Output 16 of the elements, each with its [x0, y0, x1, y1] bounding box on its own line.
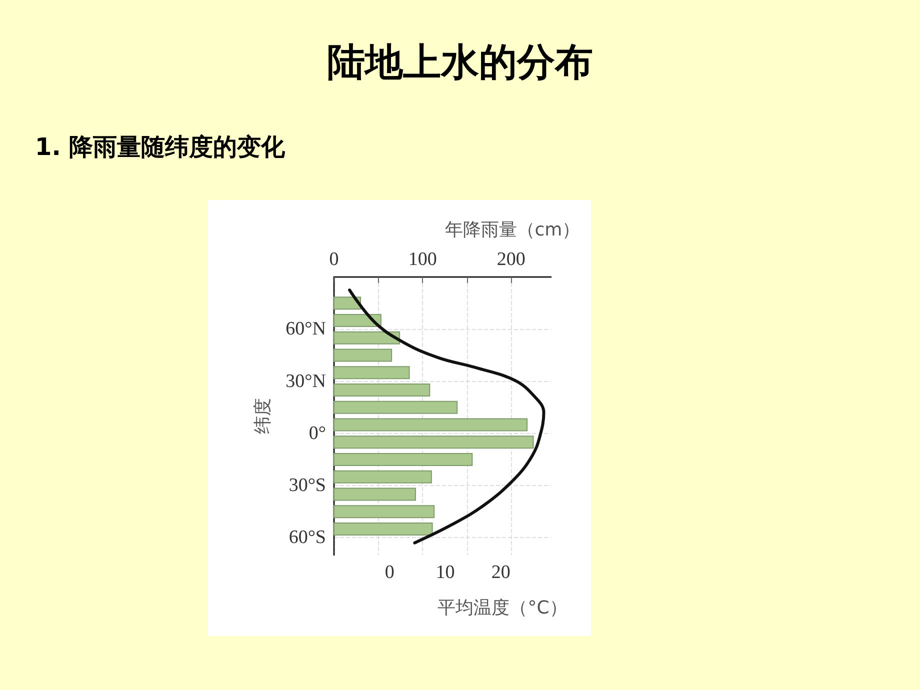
- y-tick-label: 60°N: [286, 318, 326, 340]
- chart-title: 陆地上水的分布: [327, 40, 593, 84]
- x2-tick-label: 0: [329, 249, 339, 270]
- x2-axis-title: 年降雨量（cm）: [444, 220, 580, 240]
- x-axis-title: 平均温度（°C）: [438, 598, 568, 618]
- x-tick-label: 20: [491, 562, 510, 583]
- x2-tick-label: 200: [496, 249, 526, 270]
- y-tick-label: 0°: [308, 422, 326, 444]
- x-tick-label: 0: [384, 562, 394, 583]
- y-tick-label: 30°S: [288, 475, 326, 496]
- y-tick-label: 60°S: [288, 527, 326, 548]
- y-tick-label: 30°N: [286, 370, 326, 392]
- x2-tick-label: 100: [408, 249, 437, 270]
- x-tick-label: 10: [436, 562, 455, 583]
- chart-subtitle: 1. 降雨量随纬度的变化: [35, 133, 286, 161]
- y-axis-title: 纬度: [252, 398, 274, 434]
